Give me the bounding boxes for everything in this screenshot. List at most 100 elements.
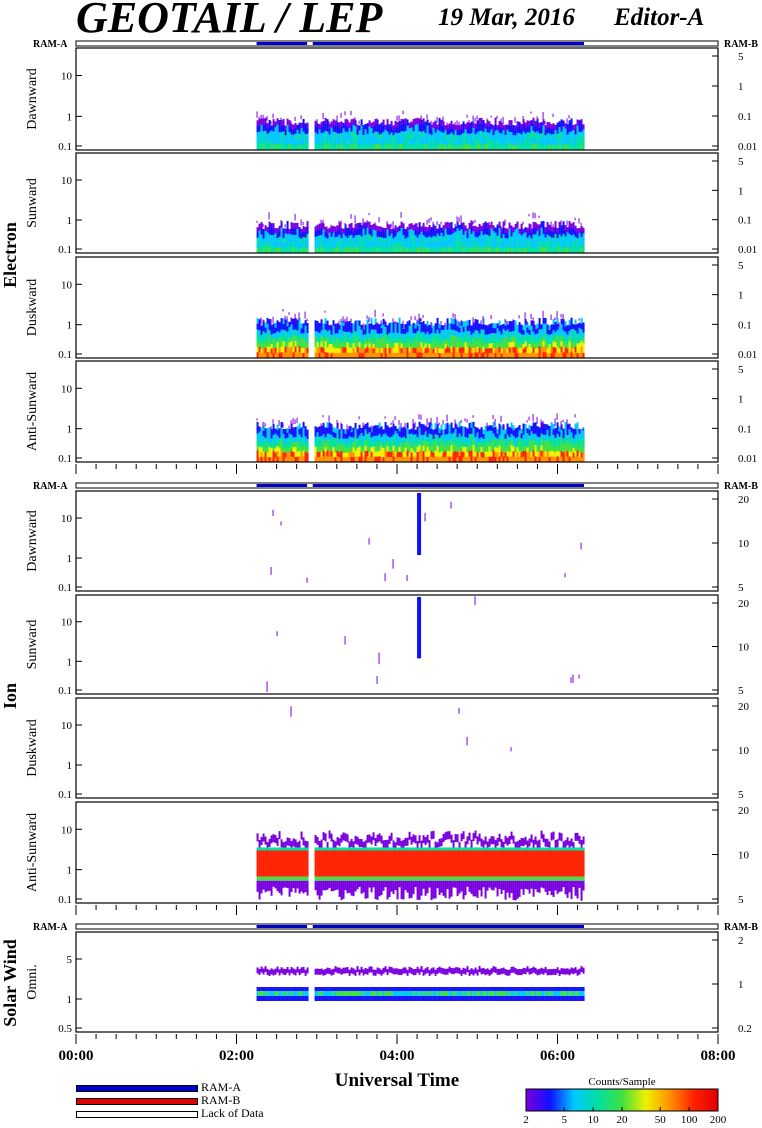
spectrogram-cell — [544, 135, 547, 141]
spectrogram-cell — [438, 876, 441, 881]
spectrogram-cell — [268, 131, 271, 139]
spectrogram-cell — [492, 225, 495, 232]
spectrogram-cell — [304, 325, 307, 332]
spectrogram-cell — [536, 431, 539, 437]
spectrogram-cell — [284, 438, 287, 444]
spectrogram-speckle — [452, 313, 454, 318]
spectrogram-cell — [446, 831, 449, 840]
spectrogram-cell — [572, 457, 575, 463]
spectrogram-cell — [490, 333, 493, 339]
spectrogram-cell — [516, 432, 519, 438]
spectrogram-cell — [462, 234, 465, 242]
spectrogram-speckle — [474, 219, 476, 223]
spectrogram-cell — [316, 331, 319, 338]
spectrogram-cell — [524, 456, 527, 463]
spectrogram-cell — [378, 833, 381, 842]
spectrogram-cell — [390, 426, 393, 433]
spectrogram-cell — [540, 353, 543, 359]
spectrogram-cell — [522, 456, 525, 463]
spectrogram-cell — [496, 224, 499, 231]
spectrogram-cell — [304, 139, 307, 146]
right-tick-label: 1 — [738, 185, 744, 197]
spectrogram-cell — [468, 352, 471, 359]
right-tick-label: 0.01 — [738, 141, 757, 153]
spectrogram-cell — [468, 246, 471, 254]
spectrogram-cell — [374, 131, 377, 139]
spectrogram-speckle — [450, 501, 452, 509]
spectrogram-cell — [562, 126, 565, 133]
spectrogram-speckle — [292, 418, 294, 425]
spectrogram-cell — [434, 880, 437, 899]
spectrogram-cell — [302, 226, 305, 233]
spectrogram-cell — [300, 880, 303, 892]
spectrogram-cell — [434, 121, 437, 128]
spectrogram-cell — [464, 880, 467, 896]
spectrogram-cell — [260, 427, 263, 433]
spectrogram-speckle — [454, 122, 456, 129]
spectrogram-cell — [390, 120, 393, 128]
spectrogram-cell — [370, 247, 373, 254]
spectrogram-cell — [410, 876, 413, 881]
spectrogram-cell — [390, 233, 393, 239]
spectrogram-cell — [514, 841, 517, 850]
spectrogram-cell — [294, 427, 297, 433]
spectrogram-cell — [554, 452, 557, 458]
spectrogram-cell — [522, 238, 525, 244]
spectrogram-cell — [564, 236, 567, 243]
spectrogram-cell — [548, 841, 551, 850]
spectrogram-cell — [534, 240, 537, 248]
spectrogram-cell — [412, 434, 415, 441]
spectrogram-speckle — [260, 317, 262, 325]
spectrogram-cell — [448, 338, 451, 344]
right-tick-label: 0.01 — [738, 244, 757, 256]
spectrogram-cell — [376, 880, 379, 900]
spectrogram-cell — [510, 336, 513, 343]
spectrogram-cell — [370, 876, 373, 881]
spectrogram-cell — [370, 346, 373, 353]
spectrogram-cell — [562, 341, 565, 348]
spectrogram-cell — [518, 347, 521, 354]
spectrogram-cell — [314, 847, 317, 852]
spectrogram-cell — [530, 144, 533, 151]
spectrogram-cell — [284, 140, 287, 146]
spectrogram-cell — [356, 438, 359, 444]
spectrogram-cell — [546, 334, 549, 340]
spectrogram-cell — [378, 124, 381, 130]
spectrogram-cell — [540, 433, 543, 440]
spectrogram-cell — [482, 228, 485, 236]
spectrogram-cell — [476, 447, 479, 453]
spectrogram-cell — [424, 876, 427, 881]
spectrogram-cell — [464, 431, 467, 438]
spectrogram-cell — [510, 230, 513, 237]
spectrogram-cell — [570, 329, 573, 336]
spectrogram-cell — [256, 247, 259, 254]
spectrogram-cell — [448, 234, 451, 242]
spectrogram-cell — [272, 348, 275, 354]
spectrogram-cell — [530, 347, 533, 354]
spectrogram-cell — [560, 341, 563, 348]
spectrogram-cell — [508, 321, 511, 327]
spectrogram-cell — [546, 850, 549, 877]
spectrogram-cell — [294, 323, 297, 330]
ram-bar-0-label-right: RAM-B — [724, 39, 758, 50]
spectrogram-cell — [562, 433, 565, 439]
spectrogram-cell — [320, 144, 323, 151]
spectrogram-cell — [256, 847, 259, 852]
spectrogram-cell — [428, 422, 431, 429]
spectrogram-cell — [426, 876, 429, 881]
spectrogram-cell — [286, 850, 289, 877]
spectrogram-cell — [352, 137, 355, 145]
spectrogram-cell — [424, 144, 427, 151]
spectrogram-cell — [474, 319, 477, 326]
spectrogram-cell — [522, 850, 525, 877]
spectrogram-cell — [356, 124, 359, 131]
spectrogram-cell — [402, 333, 405, 340]
spectrogram-cell — [276, 435, 279, 442]
spectrogram-cell — [404, 238, 407, 244]
spectrogram-cell — [326, 243, 329, 249]
spectrogram-cell — [260, 228, 263, 235]
spectrogram-speckle — [294, 419, 296, 425]
spectrogram-cell — [296, 436, 299, 443]
spectrogram-speckle — [330, 224, 332, 228]
spectrogram-cell — [500, 343, 503, 350]
